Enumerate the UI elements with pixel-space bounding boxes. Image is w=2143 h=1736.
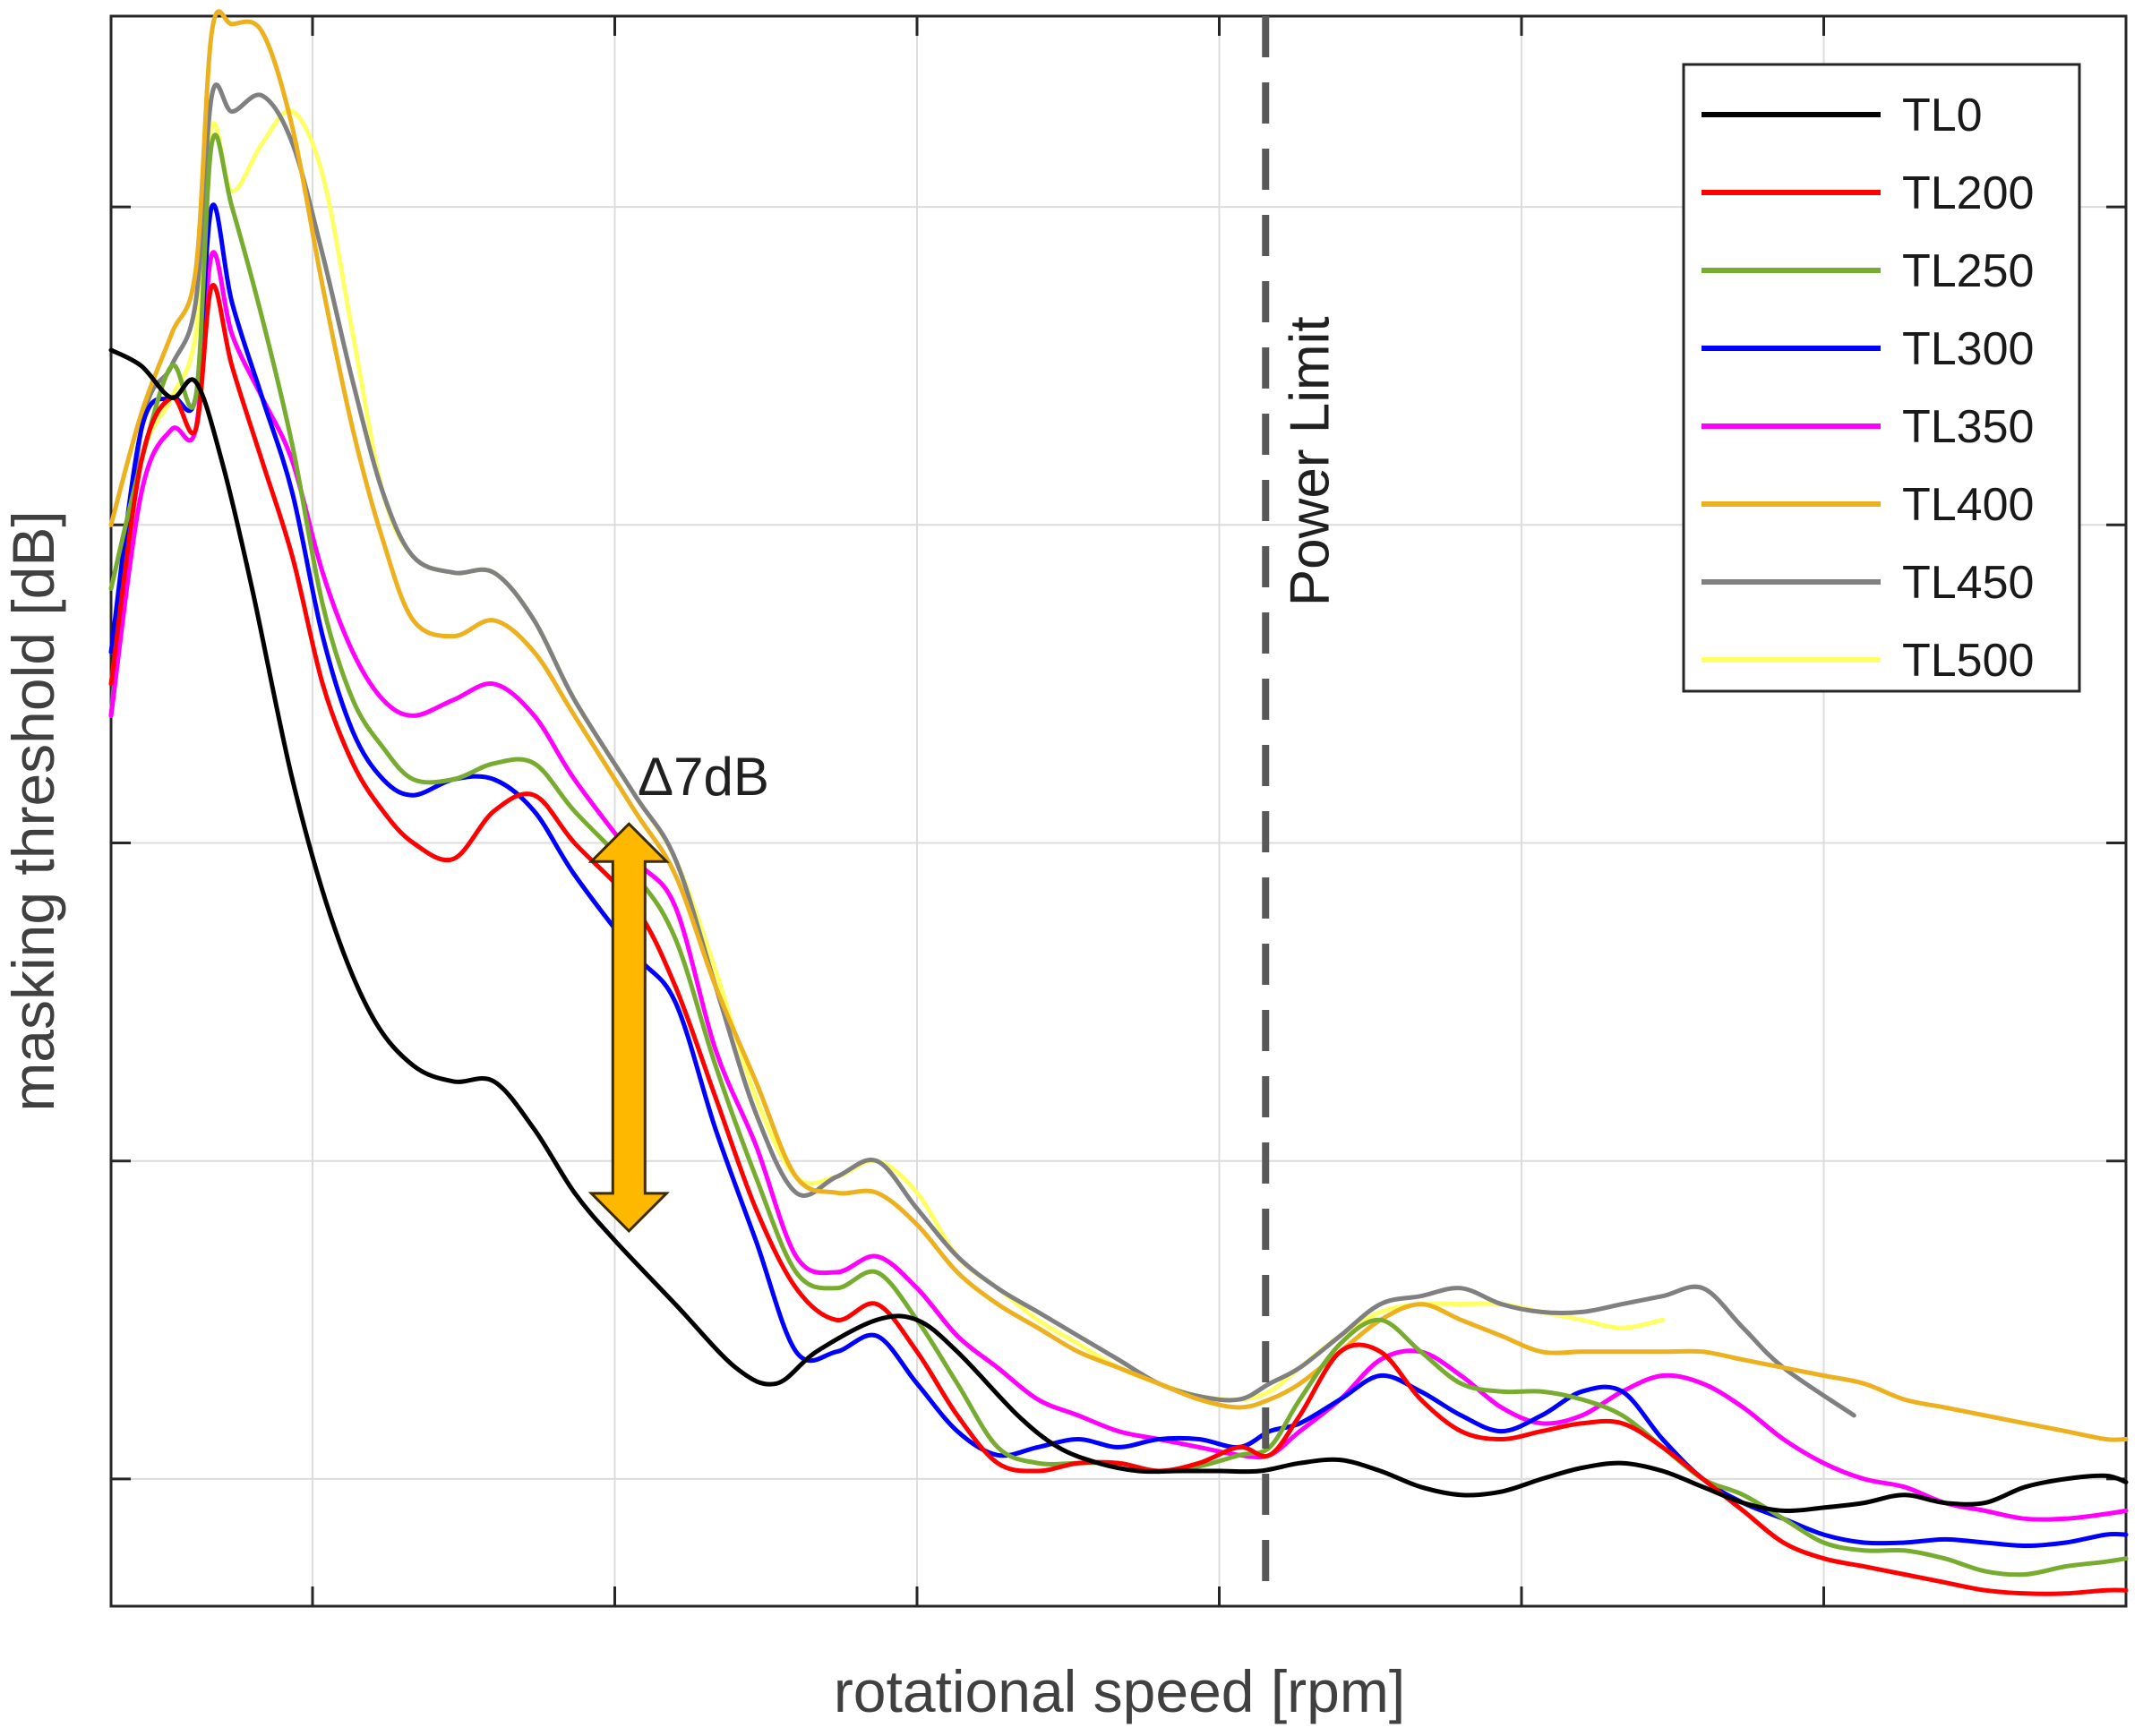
delta-label: Δ7dB bbox=[638, 747, 769, 807]
legend-label-tl300: TL300 bbox=[1902, 323, 2034, 375]
legend: TL0 TL200 TL250 TL300 TL350 TL400 TL450 TL500 bbox=[1682, 63, 2081, 693]
legend-label-tl200: TL200 bbox=[1902, 167, 2034, 219]
legend-label-tl500: TL500 bbox=[1902, 635, 2034, 687]
y-axis-label: masking threshold [dB] bbox=[0, 510, 66, 1111]
series-line-tl200 bbox=[108, 283, 2129, 1596]
legend-entries: TL0 TL200 TL250 TL300 TL350 TL400 TL450 TL500 bbox=[1702, 90, 2034, 687]
legend-label-tl0: TL0 bbox=[1902, 90, 1983, 141]
x-axis-label: rotational speed [rpm] bbox=[834, 1658, 1405, 1724]
legend-label-tl350: TL350 bbox=[1902, 401, 2034, 453]
legend-label-tl400: TL400 bbox=[1902, 479, 2034, 531]
series-line-tl400 bbox=[108, 9, 2129, 1442]
series-line-tl0 bbox=[108, 347, 2129, 1514]
delta-arrow bbox=[587, 822, 670, 1234]
legend-label-tl450: TL450 bbox=[1902, 557, 2034, 609]
power-limit-label: Power Limit bbox=[1279, 316, 1341, 606]
series-line-tl250 bbox=[108, 133, 2129, 1578]
series-line-tl450 bbox=[108, 82, 1856, 1418]
series-group bbox=[108, 9, 2129, 1596]
legend-box bbox=[1682, 63, 2081, 693]
annotations: Power Limit Δ7dB bbox=[587, 16, 1341, 1606]
plot-area-frame bbox=[109, 14, 2128, 1608]
legend-label-tl250: TL250 bbox=[1902, 245, 2034, 297]
